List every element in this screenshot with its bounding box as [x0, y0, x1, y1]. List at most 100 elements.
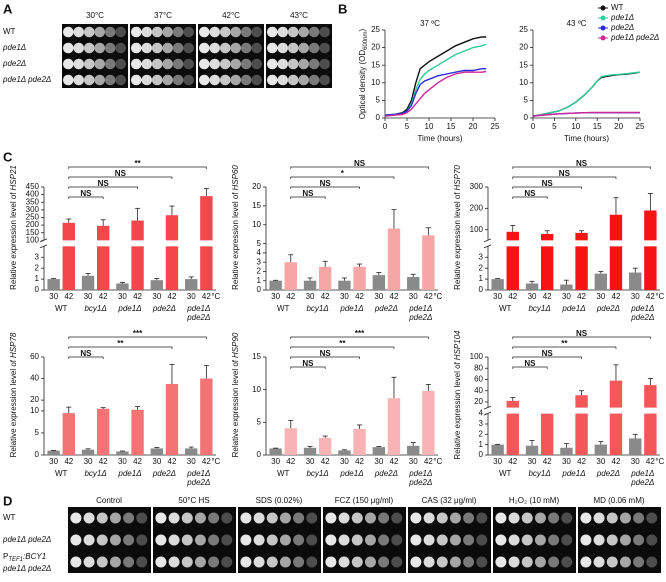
spot [172, 42, 184, 54]
spot [277, 58, 289, 70]
y-axis-label-part: HSP104 [453, 330, 462, 360]
spot [183, 42, 194, 54]
spot [104, 58, 116, 70]
group-label: pde2Δ [408, 478, 432, 487]
bar [387, 398, 401, 455]
spot [279, 534, 291, 546]
y-tick-label: 1 [479, 440, 484, 449]
group-label: bcy1Δ [528, 469, 550, 478]
y-tick-label: 0 [479, 450, 484, 459]
bar [185, 279, 198, 290]
spot [266, 512, 278, 524]
bar [491, 279, 504, 290]
spot [73, 42, 85, 54]
x-tick-label: 42 [646, 292, 655, 301]
significance-label: NS [524, 359, 536, 368]
spot [221, 512, 233, 524]
spot [548, 512, 560, 524]
x-unit: °C [655, 457, 664, 466]
y-axis-label-part: Relative expression level of [9, 192, 18, 290]
data-line [384, 70, 487, 117]
x-tick-label: 42 [543, 292, 552, 301]
spot [230, 42, 242, 54]
spot [298, 58, 310, 70]
spot [308, 42, 320, 54]
x-axis-label: Time (hours) [564, 134, 609, 143]
group-label: pde1Δ [186, 304, 210, 313]
x-tick-label: 42 [543, 457, 552, 466]
spot [593, 512, 605, 524]
spot [83, 42, 95, 54]
spot [266, 534, 278, 546]
spot [351, 512, 363, 524]
spot [94, 74, 106, 86]
spot [633, 534, 645, 546]
column-header: MD (0.06 mM) [593, 496, 644, 505]
y-tick-label: 15 [252, 201, 261, 210]
bar [609, 214, 623, 290]
y-tick-label: 20 [371, 43, 380, 52]
spot [172, 74, 184, 86]
row-label-part: :BCY1 [23, 552, 46, 561]
spot [151, 58, 163, 70]
spot [561, 556, 573, 568]
bar [422, 235, 435, 290]
group-label: pde2Δ [630, 478, 654, 487]
column-header: Control [96, 496, 122, 505]
x-tick-label: 30 [409, 457, 418, 466]
y-tick-label: 20 [519, 43, 528, 52]
bar [131, 220, 144, 290]
bar [185, 448, 198, 455]
y-tick-label: 200 [470, 203, 484, 212]
y-tick-label: 300 [470, 182, 484, 191]
data-line [532, 71, 641, 117]
y-tick-label: 200 [26, 220, 40, 229]
y-tick-label: 3 [479, 419, 484, 428]
y-tick-label: 25 [371, 25, 380, 34]
spot [561, 534, 573, 546]
significance-label: NS [302, 189, 314, 198]
significance-label: NS [524, 189, 536, 198]
spot [277, 42, 289, 54]
spot [266, 58, 278, 70]
spot [240, 534, 252, 546]
spot [73, 26, 85, 38]
x-tick-label: 30 [187, 292, 196, 301]
column-header: FCZ (150 μg/ml) [335, 496, 394, 505]
spot [194, 534, 206, 546]
spot [172, 58, 184, 70]
spot-plate [62, 24, 128, 88]
group-label: pde1Δ [561, 469, 585, 478]
group-label: pde2Δ [596, 304, 620, 313]
group-label: pde1Δ [339, 304, 363, 313]
bar [506, 400, 519, 455]
x-tick-label: 30 [84, 457, 93, 466]
spot [155, 556, 167, 568]
x-tick-label: 10 [571, 122, 580, 131]
x-tick-label: 30 [596, 292, 605, 301]
significance-bracket [68, 176, 173, 179]
x-tick-label: 0 [531, 122, 536, 131]
y-tick-label: 20 [30, 395, 39, 404]
spot [83, 534, 95, 546]
bar [575, 232, 588, 290]
spot [298, 26, 310, 38]
x-tick-label: 30 [152, 457, 161, 466]
spot [293, 556, 305, 568]
y-tick-label: 3 [35, 252, 40, 261]
spot [580, 512, 592, 524]
y-tick-label: 1 [35, 274, 40, 283]
x-tick-label: 30 [152, 292, 161, 301]
spot [209, 74, 221, 86]
y-axis-label-part: Relative expression level of [453, 192, 462, 290]
spot [83, 26, 95, 38]
x-tick-label: 30 [118, 292, 127, 301]
y-tick-label: 250 [26, 213, 40, 222]
spot [136, 556, 148, 568]
row-label: WT [3, 513, 16, 522]
spot [162, 74, 174, 86]
significance-label: NS [320, 179, 332, 188]
spot [141, 42, 153, 54]
spot [219, 42, 231, 54]
group-label: pde1Δ [561, 304, 585, 313]
